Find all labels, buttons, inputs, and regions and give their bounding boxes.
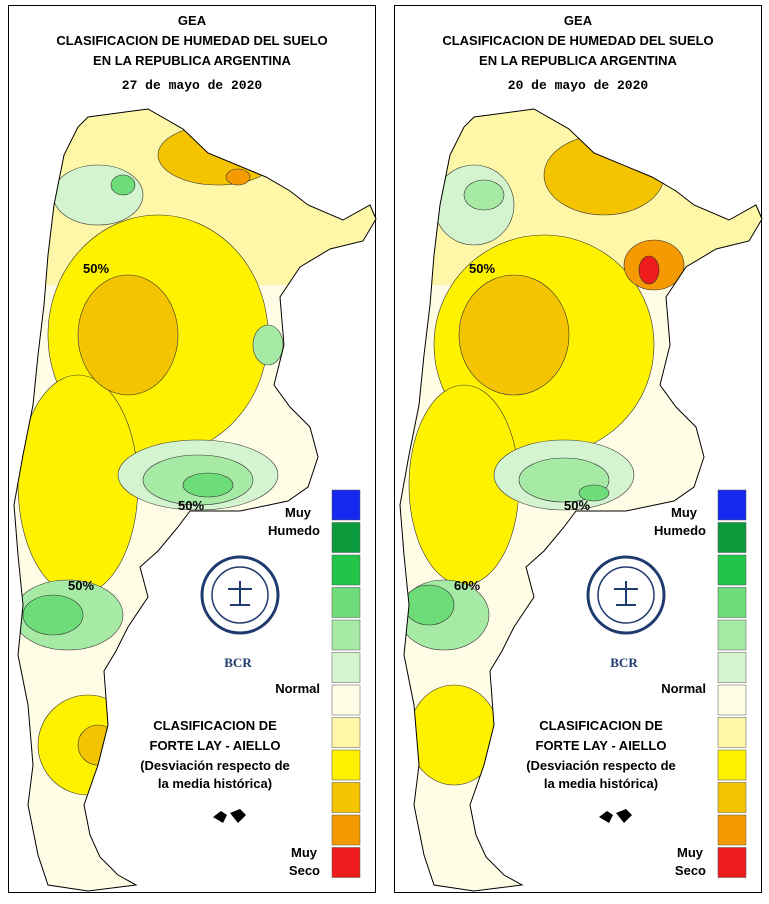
legend-swatch xyxy=(717,554,747,586)
islands xyxy=(599,809,632,823)
legend-swatch xyxy=(331,847,361,878)
map-zone xyxy=(225,168,251,186)
classification-title: CLASIFICACION DE xyxy=(153,718,277,733)
map-zone xyxy=(77,274,179,396)
legend-swatch xyxy=(717,847,747,878)
contour-label: 60% xyxy=(454,578,480,593)
legend-swatch xyxy=(717,782,747,813)
logo-seal xyxy=(200,555,280,635)
legend-swatch xyxy=(331,749,361,781)
islands xyxy=(213,809,246,823)
classification-title: FORTE LAY - AIELLO xyxy=(536,738,667,753)
legend-swatch xyxy=(331,814,361,846)
panel: GEA CLASIFICACION DE HUMEDAD DEL SUELO EN … xyxy=(8,5,377,893)
logo-text: BCR xyxy=(610,655,638,670)
legend-swatch xyxy=(331,587,361,618)
header-line: EN LA REPUBLICA ARGENTINA xyxy=(479,53,678,68)
header-line: CLASIFICACION DE HUMEDAD DEL SUELO xyxy=(442,33,713,48)
legend-label: Muy xyxy=(285,505,312,520)
legend-swatch xyxy=(331,554,361,586)
legend-label: Muy xyxy=(677,845,704,860)
map-zone xyxy=(110,174,136,196)
legend-swatch xyxy=(717,749,747,781)
map xyxy=(14,109,376,891)
header-line: EN LA REPUBLICA ARGENTINA xyxy=(93,53,292,68)
classification-note: la media histórica) xyxy=(158,776,272,791)
panel: GEA CLASIFICACION DE HUMEDAD DEL SUELO EN … xyxy=(394,5,763,893)
header-line: GEA xyxy=(178,13,207,28)
logo-seal xyxy=(211,566,269,624)
legend-swatch xyxy=(717,684,747,716)
header-line: CLASIFICACION DE HUMEDAD DEL SUELO xyxy=(56,33,327,48)
legend-label: Humedo xyxy=(654,523,706,538)
legend-label: Seco xyxy=(289,863,320,878)
map-outline xyxy=(399,108,763,892)
map-zone xyxy=(463,179,505,211)
classification-note: la media histórica) xyxy=(544,776,658,791)
header-date: 20 de mayo de 2020 xyxy=(508,78,649,93)
contour-label: 50% xyxy=(83,261,109,276)
classification-title: CLASIFICACION DE xyxy=(539,718,663,733)
legend-swatch xyxy=(331,717,361,748)
legend-label: Muy xyxy=(291,845,318,860)
legend-label: Muy xyxy=(671,505,698,520)
map-zone xyxy=(578,484,610,502)
logo-text: BCR xyxy=(224,655,252,670)
legend-swatch xyxy=(717,717,747,748)
map-zone xyxy=(17,374,139,596)
legend-label: Normal xyxy=(661,681,706,696)
legend-swatch xyxy=(717,619,747,651)
legend-swatch xyxy=(717,814,747,846)
legend-swatch xyxy=(717,587,747,618)
legend-swatch xyxy=(717,522,747,553)
contour-label: 50% xyxy=(469,261,495,276)
map-outline xyxy=(13,108,377,892)
map-zone xyxy=(458,274,570,396)
logo-icon xyxy=(228,581,252,606)
legend-swatch xyxy=(331,782,361,813)
legend-swatch xyxy=(331,684,361,716)
legend-swatch xyxy=(717,652,747,683)
legend-swatch xyxy=(331,652,361,683)
logo-icon xyxy=(614,581,638,606)
contour-label: 50% xyxy=(68,578,94,593)
legend-label: Normal xyxy=(275,681,320,696)
legend-swatch xyxy=(331,522,361,553)
classification-note: (Desviación respecto de xyxy=(140,758,290,773)
classification-note: (Desviación respecto de xyxy=(526,758,676,773)
header-date: 27 de mayo de 2020 xyxy=(122,78,263,93)
map-zone xyxy=(22,594,84,636)
map-zone xyxy=(638,255,660,285)
legend-swatch xyxy=(331,489,361,521)
classification-title: FORTE LAY - AIELLO xyxy=(150,738,281,753)
map-zone xyxy=(182,472,234,498)
map-zone xyxy=(52,164,144,226)
legend-swatch xyxy=(331,619,361,651)
contour-label: 50% xyxy=(178,498,204,513)
header-line: GEA xyxy=(564,13,593,28)
contour-label: 50% xyxy=(564,498,590,513)
map-zone xyxy=(403,584,455,626)
legend-label: Humedo xyxy=(268,523,320,538)
logo-seal xyxy=(586,555,666,635)
map-zone xyxy=(252,324,284,366)
legend-label: Seco xyxy=(675,863,706,878)
legend-swatch xyxy=(717,489,747,521)
logo-seal xyxy=(597,566,655,624)
